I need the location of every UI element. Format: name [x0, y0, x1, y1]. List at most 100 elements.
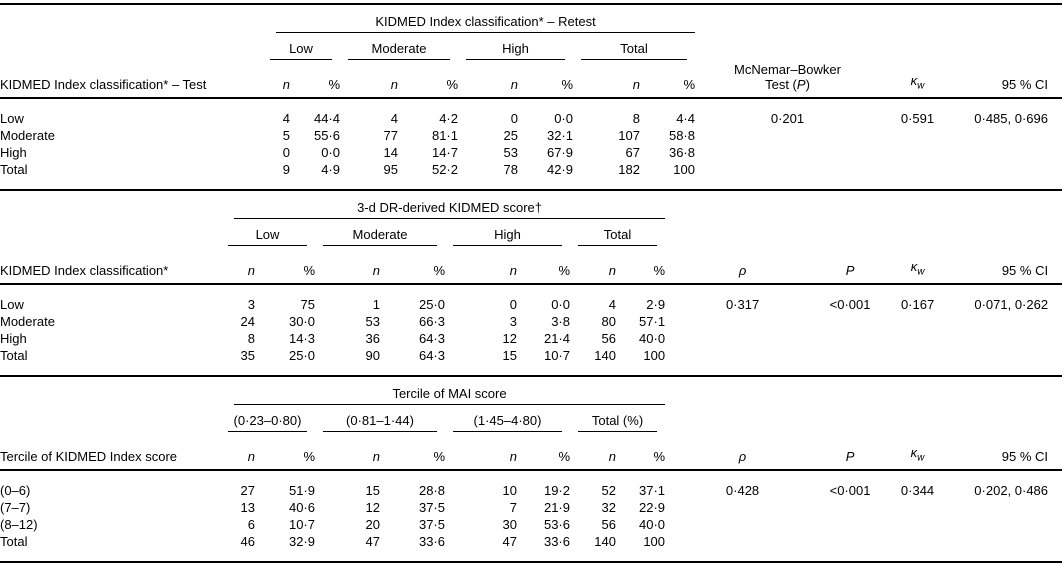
- value-cell: 8: [247, 331, 255, 346]
- value-cell: 12: [502, 331, 517, 346]
- stub-header: KIDMED Index classification*: [0, 246, 220, 285]
- value-cell: 25: [503, 128, 518, 143]
- value-cell: 13: [240, 500, 255, 515]
- value-cell: 52: [601, 483, 616, 498]
- value-cell: 6: [247, 517, 255, 532]
- ci-header: 95 % CI: [955, 432, 1062, 471]
- kappa-value: 0·591: [900, 111, 935, 126]
- spanner-row: KIDMED Index classification* – Retest: [0, 4, 1062, 33]
- value-cell: 0: [282, 145, 290, 160]
- kappa-value: 0·167: [900, 297, 935, 312]
- value-cell: 67·9: [546, 145, 573, 160]
- mcnemar-value: 0·201: [770, 111, 805, 126]
- pct-col-header: %: [255, 432, 315, 471]
- value-cell: 25·0: [288, 348, 315, 363]
- value-cell: 36: [365, 331, 380, 346]
- group-label: Low: [270, 41, 332, 60]
- table-row: Total 9 4·9 95 52·2 78 42·9 182 100: [0, 160, 1062, 189]
- column-header-row: Tercile of KIDMED Index score n % n % n …: [0, 432, 1062, 471]
- table-row: Low 3 75 1 25·0 0 0·0 4 2·9 0·317 <0·001…: [0, 284, 1062, 312]
- value-cell: 0·0: [554, 111, 573, 126]
- value-cell: 22·9: [639, 500, 666, 515]
- value-cell: 182: [618, 162, 640, 177]
- row-label: (7–7): [0, 500, 31, 515]
- spanner-cell: 3-d DR-derived KIDMED score†: [220, 190, 666, 219]
- spanner-label: KIDMED Index classification* – Retest: [276, 14, 695, 33]
- value-cell: 28·8: [418, 483, 445, 498]
- value-cell: 100: [673, 162, 695, 177]
- value-cell: 42·9: [546, 162, 573, 177]
- value-cell: 8: [632, 111, 640, 126]
- value-cell: 52·2: [431, 162, 458, 177]
- value-cell: 36·8: [668, 145, 695, 160]
- value-cell: 10·7: [288, 517, 315, 532]
- table-row: (7–7) 13 40·6 12 37·5 7 21·9 32 22·9: [0, 498, 1062, 515]
- table-row: High 0 0·0 14 14·7 53 67·9 67 36·8: [0, 143, 1062, 160]
- group-label: Moderate: [348, 41, 450, 60]
- value-cell: 56: [601, 331, 616, 346]
- stub-header: Tercile of KIDMED Index score: [0, 432, 220, 471]
- ci-value: 0·071, 0·262: [974, 297, 1049, 312]
- n-col-header: n: [282, 77, 290, 92]
- spanner-cell: KIDMED Index classification* – Retest: [262, 4, 695, 33]
- n-col-header: n: [510, 77, 518, 92]
- value-cell: 14·3: [288, 331, 315, 346]
- value-cell: 19·2: [543, 483, 570, 498]
- pct-col-header: %: [290, 60, 340, 99]
- value-cell: 3: [247, 297, 255, 312]
- n-col-header: n: [247, 263, 255, 278]
- value-cell: 51·9: [288, 483, 315, 498]
- row-label: Moderate: [0, 128, 55, 143]
- spanner-row: 3-d DR-derived KIDMED score†: [0, 190, 1062, 219]
- value-cell: 56: [601, 517, 616, 532]
- row-label: Moderate: [0, 314, 55, 329]
- n-col-header: n: [509, 263, 517, 278]
- value-cell: 64·3: [418, 331, 445, 346]
- group-cell: High: [458, 33, 573, 60]
- row-label: Low: [0, 297, 24, 312]
- table-row: Total 46 32·9 47 33·6 47 33·6 140 100: [0, 532, 1062, 562]
- value-cell: 47: [365, 534, 380, 549]
- group-cell: (1·45–4·80): [445, 405, 570, 432]
- spanner-label: Tercile of MAI score: [234, 386, 666, 405]
- value-cell: 58·8: [668, 128, 695, 143]
- stub-header: KIDMED Index classification* – Test: [0, 60, 262, 99]
- group-label: Low: [228, 227, 307, 246]
- value-cell: 53: [365, 314, 380, 329]
- table-row: Low 4 44·4 4 4·2 0 0·0 8 4·4 0·201 0·591…: [0, 98, 1062, 126]
- value-cell: 7: [509, 500, 517, 515]
- value-cell: 37·5: [418, 517, 445, 532]
- n-col-header: n: [390, 77, 398, 92]
- value-cell: 3·8: [551, 314, 570, 329]
- pct-col-header: %: [255, 246, 315, 285]
- value-cell: 47: [502, 534, 517, 549]
- ci-value: 0·485, 0·696: [974, 111, 1048, 126]
- group-label: Moderate: [323, 227, 437, 246]
- value-cell: 81·1: [431, 128, 458, 143]
- value-cell: 95: [383, 162, 398, 177]
- group-cell: Moderate: [315, 219, 445, 246]
- spanner-row: Tercile of MAI score: [0, 376, 1062, 405]
- pct-col-header: %: [398, 60, 458, 99]
- value-cell: 40·6: [288, 500, 315, 515]
- dr-score-agreement-table: 3-d DR-derived KIDMED score† Low Moderat…: [0, 189, 1062, 375]
- value-cell: 20: [365, 517, 380, 532]
- pct-col-header: %: [616, 246, 666, 285]
- rho-value: 0·428: [725, 483, 760, 498]
- value-cell: 55·6: [313, 128, 340, 143]
- value-cell: 53·6: [543, 517, 570, 532]
- row-label: Total: [0, 348, 28, 363]
- row-label: High: [0, 145, 27, 160]
- value-cell: 32: [601, 500, 616, 515]
- spanner-cell: Tercile of MAI score: [220, 376, 666, 405]
- row-label: (8–12): [0, 517, 38, 532]
- value-cell: 66·3: [418, 314, 445, 329]
- value-cell: 14·7: [431, 145, 458, 160]
- value-cell: 32·9: [288, 534, 315, 549]
- group-label: (1·45–4·80): [453, 413, 562, 432]
- value-cell: 107: [618, 128, 640, 143]
- retest-classification-table: KIDMED Index classification* – Retest Lo…: [0, 3, 1062, 189]
- value-cell: 0·0: [321, 145, 340, 160]
- value-cell: 37·5: [418, 500, 445, 515]
